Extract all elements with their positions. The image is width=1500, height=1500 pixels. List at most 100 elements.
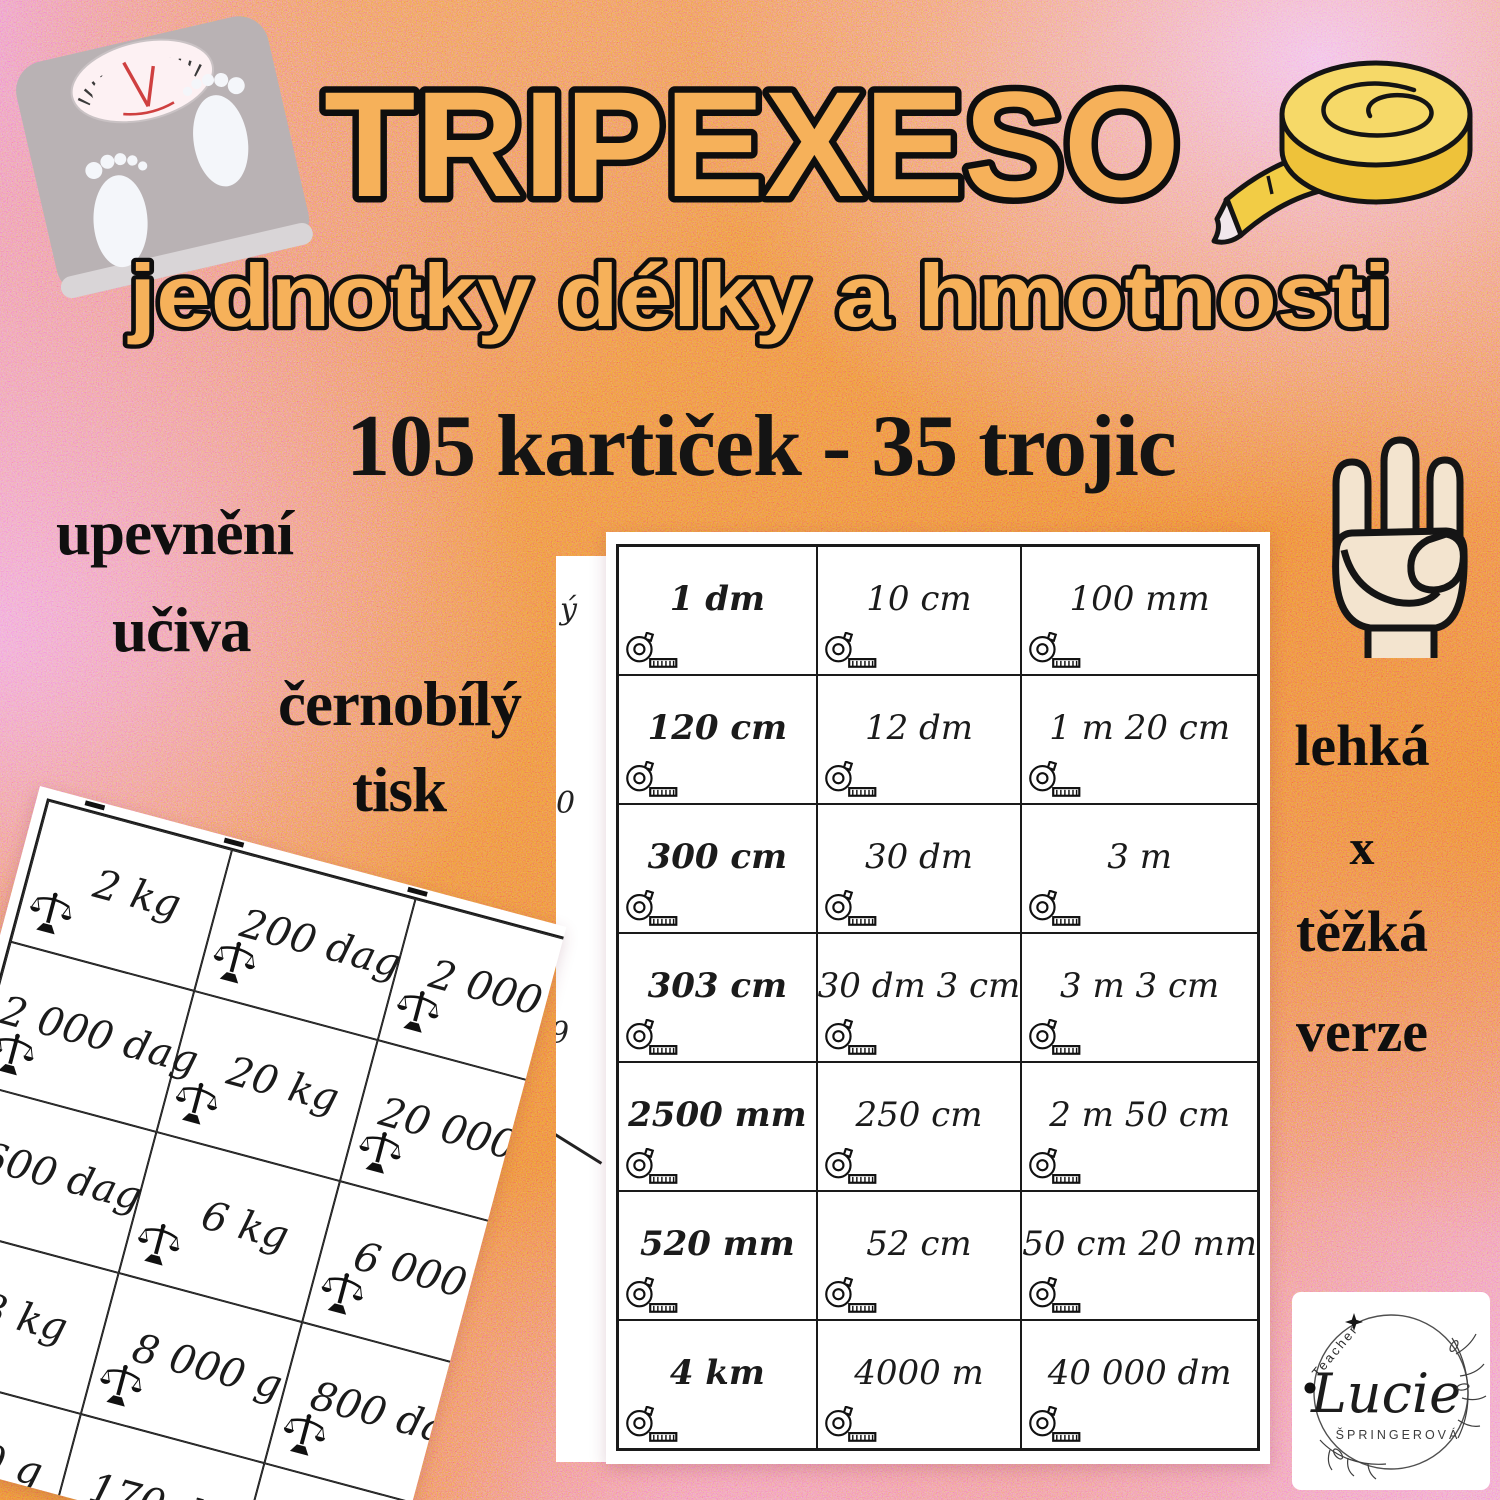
tape-measure-icon [824, 1148, 878, 1186]
card-value: 250 cm [855, 1094, 983, 1135]
note-upevneni: upevnění [56, 498, 294, 568]
tape-measure-icon [1028, 890, 1082, 928]
subtitle-art: jednotky délky a hmotnosti [123, 242, 1396, 350]
tape-measure-icon [824, 1019, 878, 1057]
three-fingers-hand-icon [1332, 436, 1468, 658]
length-card: 1 dm [618, 546, 817, 675]
note-tisk: tisk [352, 755, 447, 825]
card-value: 300 cm [647, 836, 788, 877]
note-tezka: těžká [1295, 899, 1429, 964]
length-card: 2500 mm [618, 1062, 817, 1191]
tape-measure-icon [625, 761, 679, 799]
edge-fragment: 9 [556, 1016, 569, 1051]
hidden-sheet-edge: ý 0 9 [556, 556, 608, 1462]
length-card: 12 dm [816, 675, 1022, 804]
card-value: 100 mm [1069, 578, 1210, 619]
card-value: 30 dm 3 cm [817, 965, 1021, 1006]
balance-scale-icon [93, 1355, 148, 1413]
length-cards-sheet: 1 dm 10 cm 100 mm 120 cm 12 dm 1 m 20 cm… [606, 532, 1270, 1464]
tape-measure-icon [824, 1277, 878, 1315]
tape-measure-icon [625, 1148, 679, 1186]
length-card: 1 m 20 cm [1021, 675, 1258, 804]
card-value: 520 mm [639, 1223, 795, 1264]
tape-measure-icon [1028, 761, 1082, 799]
tape-measure-icon [824, 632, 878, 670]
length-card: 520 mm [618, 1191, 817, 1320]
card-value: 120 cm [647, 707, 788, 748]
tape-measure-icon [1028, 1277, 1082, 1315]
card-value: 1 dm [669, 578, 765, 619]
tape-measure-icon [625, 632, 679, 670]
length-card: 30 dm 3 cm [816, 933, 1022, 1062]
card-value: 4000 m [854, 1352, 984, 1393]
balance-scale-icon [131, 1214, 186, 1272]
length-card: 40 000 dm [1021, 1320, 1258, 1449]
note-lehka: lehká [1294, 713, 1430, 778]
card-value: 4 km [669, 1352, 765, 1393]
length-card: 120 cm [618, 675, 817, 804]
subtitle: jednotky délky a hmotnosti [127, 246, 1391, 345]
card-value: 2 kg [88, 861, 186, 929]
card-value: 3 m [1107, 836, 1172, 877]
teacher-logo-art: Teacher Lucie ŠPRINGEROVÁ [1304, 1313, 1487, 1480]
tape-measure-icon [1028, 1406, 1082, 1444]
length-card: 3 m 3 cm [1021, 933, 1258, 1062]
tape-measure-icon [625, 1277, 679, 1315]
card-value: 52 cm [866, 1223, 972, 1264]
length-card-grid: 1 dm 10 cm 100 mm 120 cm 12 dm 1 m 20 cm… [616, 544, 1260, 1451]
logo-surname: ŠPRINGEROVÁ [1336, 1427, 1461, 1442]
card-value: 600 dag [0, 1133, 147, 1221]
balance-scale-icon [169, 1073, 224, 1131]
length-card: 3 m [1021, 804, 1258, 933]
bathroom-scale-icon [16, 16, 313, 299]
edge-fragment: ý [560, 592, 577, 627]
length-card: 250 cm [816, 1062, 1022, 1191]
edge-fragment: 0 [556, 786, 576, 821]
tape-measure-icon [824, 890, 878, 928]
balance-scale-icon [23, 883, 78, 941]
card-value: 10 cm [866, 578, 972, 619]
tape-measure-icon [625, 1019, 679, 1057]
length-card: 10 cm [816, 546, 1022, 675]
card-value: 2 m 50 cm [1049, 1094, 1231, 1135]
dot-accent [1304, 1382, 1316, 1394]
balance-scale-icon [207, 932, 262, 990]
length-card: 4 km [618, 1320, 817, 1449]
length-card: 50 cm 20 mm [1021, 1191, 1258, 1320]
card-value: 20 kg [222, 1048, 344, 1122]
balance-scale-icon [277, 1405, 332, 1463]
length-card: 100 mm [1021, 546, 1258, 675]
note-cernobily: černobílý [278, 669, 522, 739]
card-value: 170 dag [84, 1465, 254, 1500]
card-value: 8 000 g [127, 1325, 288, 1410]
edge-fragment-line [556, 1130, 603, 1165]
page-title: TRIPEXESO [324, 60, 1180, 228]
note-verze: verze [1296, 999, 1428, 1064]
tape-measure-icon [625, 1406, 679, 1444]
logo-name: Lucie [1310, 1362, 1461, 1425]
floral-decoration [1319, 1333, 1487, 1480]
balance-scale-icon [353, 1123, 408, 1181]
card-value: 8 kg [0, 1284, 73, 1352]
card-value: 6 kg [196, 1192, 294, 1260]
card-value: 50 cm 20 mm [1022, 1223, 1257, 1264]
tape-measure-icon [1028, 1148, 1082, 1186]
tape-measure-icon [1028, 1019, 1082, 1057]
tape-measure-icon [824, 761, 878, 799]
tape-measure-icon [625, 890, 679, 928]
length-card: 30 dm [816, 804, 1022, 933]
card-value: 3 m 3 cm [1060, 965, 1220, 1006]
length-card: 52 cm [816, 1191, 1022, 1320]
note-uciva: učiva [112, 595, 252, 665]
page-title-art: TRIPEXESO [318, 54, 1187, 235]
length-card: 300 cm [618, 804, 817, 933]
tape-measure-icon [1028, 632, 1082, 670]
teacher-logo: Teacher Lucie ŠPRINGEROVÁ [1292, 1292, 1490, 1490]
balance-scale-icon [315, 1264, 370, 1322]
tape-measure-clipart [1211, 60, 1473, 245]
count-line: 105 kartiček - 35 trojic [346, 398, 1177, 495]
card-value: 30 dm [864, 836, 974, 877]
length-card: 303 cm [618, 933, 817, 1062]
star-icon [1345, 1313, 1363, 1331]
